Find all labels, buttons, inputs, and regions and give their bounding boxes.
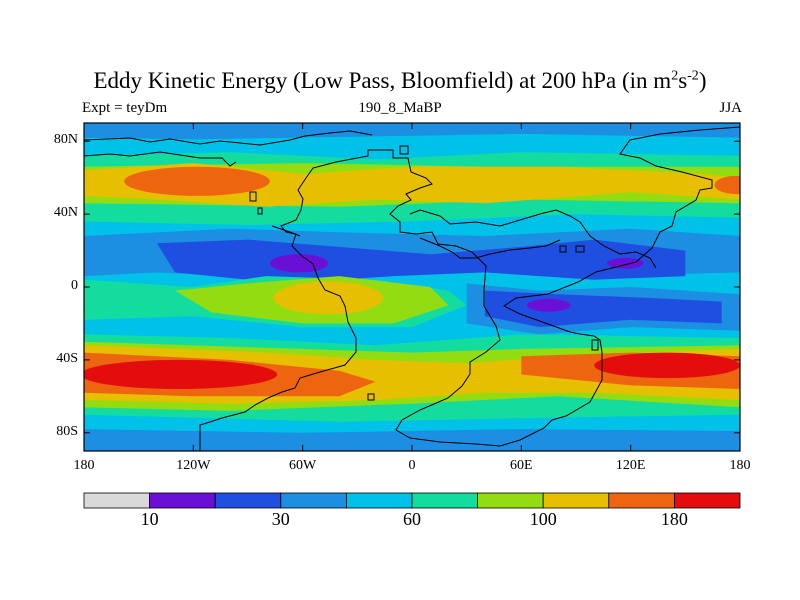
colorbar-box xyxy=(542,492,610,509)
colorbar-box xyxy=(149,492,216,509)
experiment-label: Expt = teyDm xyxy=(82,100,168,116)
x-tick-label: 180 xyxy=(73,458,95,473)
level-min xyxy=(526,298,571,312)
level-max xyxy=(714,175,740,195)
colorbar-box xyxy=(214,492,282,509)
level-band xyxy=(84,429,740,451)
level-min xyxy=(269,254,329,273)
colorbar-box xyxy=(608,492,675,509)
colorbar-box xyxy=(411,492,478,509)
x-tick-label: 120E xyxy=(615,458,646,473)
x-tick-label: 180 xyxy=(729,458,751,473)
colorbar xyxy=(83,492,741,509)
level-band xyxy=(84,123,740,140)
x-tick-label: 60E xyxy=(510,458,533,473)
x-tick-label: 60W xyxy=(289,458,317,473)
colorbar-box xyxy=(345,492,413,509)
colorbar-box xyxy=(477,492,544,509)
colorbar-tick-label: 60 xyxy=(403,509,421,529)
colorbar-box xyxy=(280,492,347,509)
chart-title: Eddy Kinetic Energy (Low Pass, Bloomfiel… xyxy=(93,68,707,93)
level-max xyxy=(84,359,278,390)
level-min xyxy=(606,257,644,269)
y-tick-label: 80S xyxy=(56,423,78,439)
colorbar-tick-label: 30 xyxy=(271,509,290,529)
level-max xyxy=(273,281,383,315)
colorbar-box xyxy=(674,492,741,509)
y-tick-label: 0 xyxy=(71,278,78,293)
y-tick-label: 40S xyxy=(56,350,78,366)
case-label: 190_8_MaBP xyxy=(358,100,442,116)
y-tick-label: 40N xyxy=(53,205,78,221)
contour-field xyxy=(84,123,740,451)
level-max xyxy=(124,166,270,196)
season-label: JJA xyxy=(719,100,742,116)
continent-outline xyxy=(84,126,740,451)
colorbar-tick-label: 180 xyxy=(660,509,688,529)
level-band xyxy=(156,239,686,284)
colorbar-tick-label: 10 xyxy=(140,509,159,529)
colorbar-box xyxy=(83,492,150,509)
x-tick-label: 120W xyxy=(176,458,211,473)
x-tick-label: 0 xyxy=(408,458,416,473)
y-tick-label: 80N xyxy=(53,132,78,148)
level-max xyxy=(594,352,740,379)
colorbar-tick-label: 100 xyxy=(529,509,557,529)
axis-ticks xyxy=(83,123,741,451)
